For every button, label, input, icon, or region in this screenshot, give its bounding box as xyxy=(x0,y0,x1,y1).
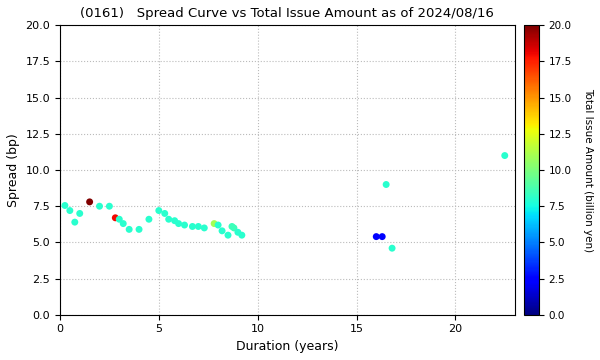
Point xyxy=(233,229,242,235)
Point xyxy=(70,219,80,225)
Point xyxy=(188,224,197,229)
Point xyxy=(500,153,509,158)
Point xyxy=(154,208,164,213)
Point xyxy=(377,234,387,239)
Point xyxy=(199,225,209,231)
Title: (0161)   Spread Curve vs Total Issue Amount as of 2024/08/16: (0161) Spread Curve vs Total Issue Amoun… xyxy=(80,7,494,20)
Point xyxy=(371,234,381,239)
Point xyxy=(382,182,391,188)
Point xyxy=(118,221,128,226)
Point xyxy=(115,216,124,222)
Point xyxy=(104,203,114,209)
Point xyxy=(95,203,104,209)
Point xyxy=(223,232,233,238)
Point xyxy=(134,226,144,232)
Y-axis label: Spread (bp): Spread (bp) xyxy=(7,133,20,207)
Point xyxy=(65,208,74,213)
Point xyxy=(60,203,70,208)
Point xyxy=(237,232,247,238)
Point xyxy=(124,226,134,232)
Point xyxy=(174,221,184,226)
Point xyxy=(75,211,85,216)
Point xyxy=(170,218,179,224)
Point xyxy=(387,245,397,251)
Point xyxy=(217,228,227,234)
Point xyxy=(164,216,173,222)
Point xyxy=(214,222,223,228)
Point xyxy=(180,222,190,228)
Point xyxy=(227,224,237,229)
Point xyxy=(85,199,94,205)
X-axis label: Duration (years): Duration (years) xyxy=(236,340,338,353)
Point xyxy=(209,221,219,226)
Y-axis label: Total Issue Amount (billion yen): Total Issue Amount (billion yen) xyxy=(583,88,593,252)
Point xyxy=(110,215,120,221)
Point xyxy=(194,224,203,229)
Point xyxy=(229,225,239,231)
Point xyxy=(144,216,154,222)
Point xyxy=(160,211,170,216)
